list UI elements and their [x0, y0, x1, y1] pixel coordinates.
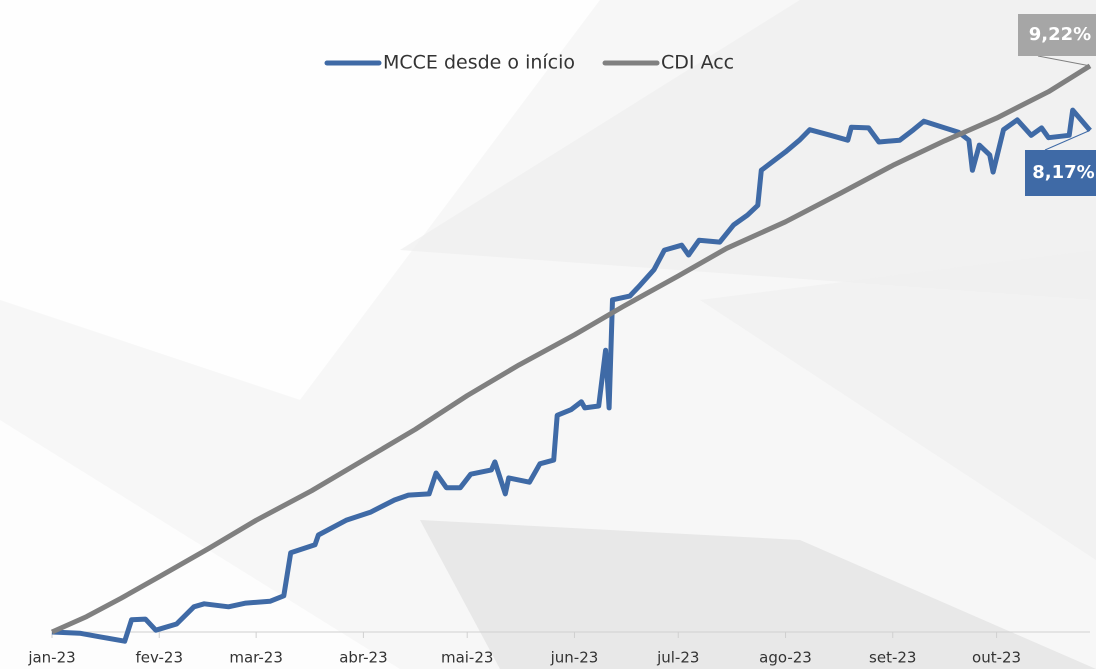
label-leader — [1044, 129, 1091, 151]
data-label-box — [1025, 150, 1096, 196]
x-tick-label: fev-23 — [136, 649, 183, 667]
x-tick-label: mar-23 — [229, 649, 283, 667]
legend-label: CDI Acc — [661, 52, 734, 74]
bg-shape — [700, 250, 1096, 560]
series-line — [51, 107, 1092, 644]
data-label: 8,17% — [1032, 162, 1094, 183]
x-tick-label: set-23 — [869, 649, 916, 667]
data-label-box — [1018, 14, 1096, 56]
bg-shape — [400, 0, 1096, 300]
data-label: 9,22% — [1029, 24, 1091, 45]
x-tick-label: out-23 — [972, 649, 1021, 667]
series-line — [50, 63, 1092, 635]
label-leader — [1037, 55, 1091, 67]
bg-shape — [0, 0, 600, 400]
x-tick-label: ago-23 — [759, 649, 812, 667]
legend-label: MCCE desde o início — [383, 52, 575, 74]
x-tick-label: mai-23 — [441, 649, 493, 667]
x-tick-label: jun-23 — [550, 649, 599, 667]
x-tick-label: jan-23 — [27, 649, 75, 667]
x-tick-label: abr-23 — [339, 649, 387, 667]
x-tick-label: jul-23 — [656, 649, 699, 667]
